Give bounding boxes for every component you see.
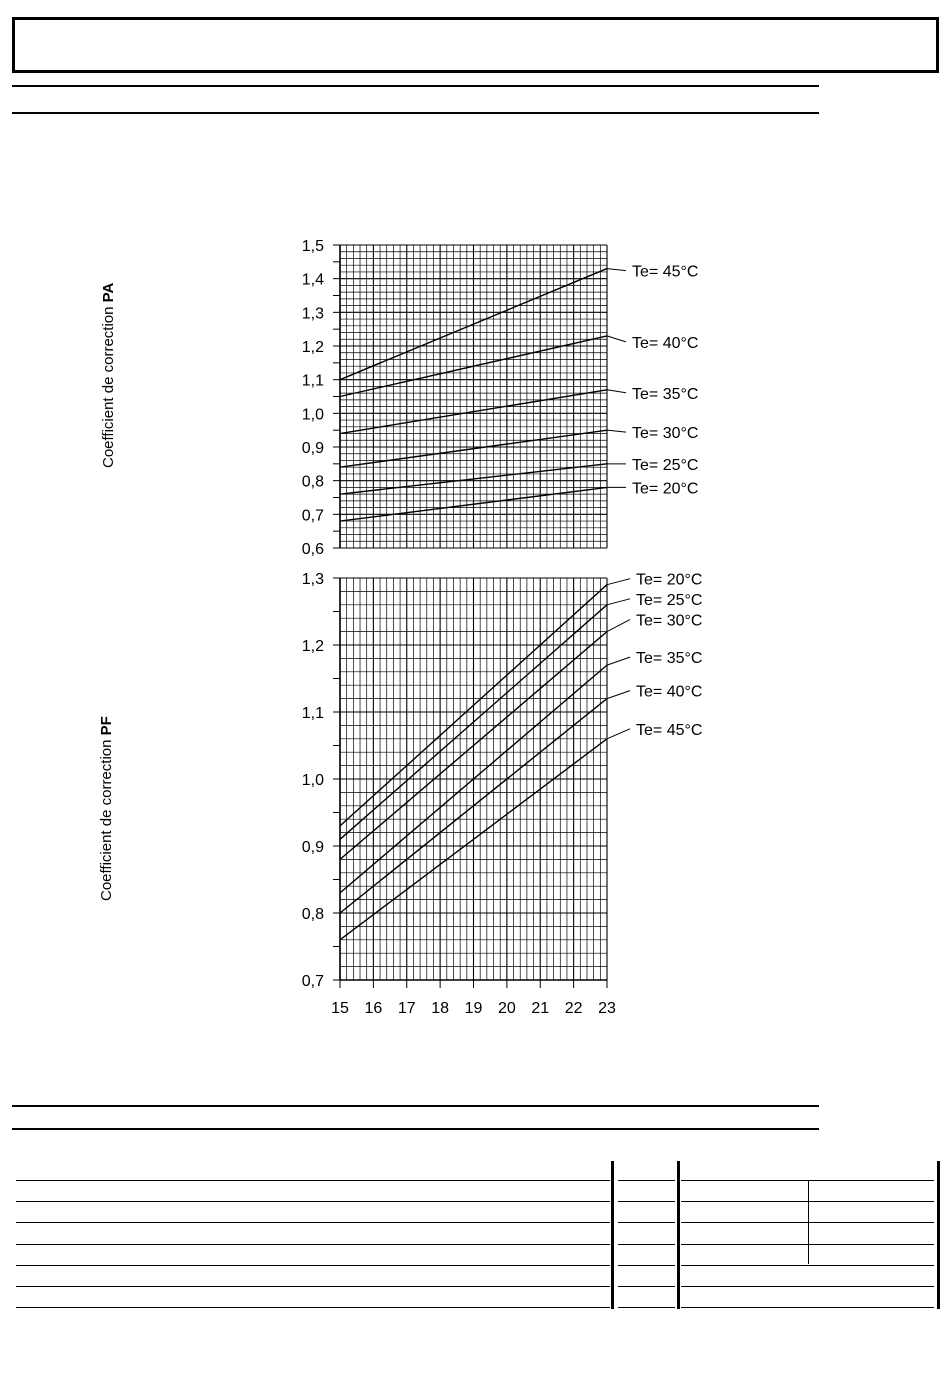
y-tick-label-pf: 1,0 <box>302 772 324 789</box>
y-tick-label-pa: 0,8 <box>302 474 324 491</box>
y-tick-label-pa: 1,3 <box>302 305 324 322</box>
footer-right-line <box>681 1244 934 1245</box>
series-line-pa <box>339 267 608 381</box>
y-tick-label-pa: 0,7 <box>302 507 324 524</box>
series-line-pa <box>339 335 608 398</box>
series-label-pf: Te= 35°C <box>636 650 702 667</box>
footer-mid-line <box>618 1222 675 1223</box>
y-tick-label-pa: 1,1 <box>302 373 324 390</box>
footer-divider-2 <box>677 1161 680 1309</box>
footer-mid-line <box>618 1244 675 1245</box>
series-leader-pa <box>606 429 627 433</box>
x-tick-label: 20 <box>498 1000 516 1017</box>
bottom-rule-2 <box>12 1128 819 1130</box>
y-tick-label-pa: 1,5 <box>302 238 324 255</box>
x-tick-label: 19 <box>465 1000 483 1017</box>
y-tick-label-pf: 1,1 <box>302 705 324 722</box>
series-line-pa <box>339 429 608 468</box>
series-label-pa: Te= 30°C <box>632 425 698 442</box>
y-tick-label-pa: 1,4 <box>302 272 324 289</box>
footer-row-line <box>16 1201 610 1202</box>
y-tick-label-pf: 0,9 <box>302 839 324 856</box>
series-line-pa <box>339 389 608 435</box>
series-leader-pf <box>606 728 631 740</box>
footer-right-line <box>681 1180 934 1181</box>
series-line-pf <box>339 698 608 914</box>
series-leader-pf <box>606 598 631 606</box>
footer-mid-line <box>618 1286 675 1287</box>
top-rule-2 <box>12 112 819 114</box>
y-tick-label-pf: 0,7 <box>302 973 324 990</box>
series-line-pf <box>339 631 608 860</box>
series-label-pa: Te= 20°C <box>632 480 698 497</box>
series-label-pa: Te= 35°C <box>632 386 698 403</box>
bottom-rule-1 <box>12 1105 819 1107</box>
series-label-pf: Te= 20°C <box>636 572 702 589</box>
footer-mid-line <box>618 1201 675 1202</box>
x-tick-label: 17 <box>398 1000 416 1017</box>
top-rule-1 <box>12 85 819 87</box>
series-leader-pf <box>606 656 631 666</box>
footer-right-line <box>681 1222 934 1223</box>
footer-right-line <box>681 1201 934 1202</box>
series-leader-pf <box>606 690 631 700</box>
series-line-pa <box>339 463 608 495</box>
series-leader-pf <box>606 619 631 633</box>
footer-right-line <box>681 1265 934 1266</box>
series-line-pf <box>339 664 608 894</box>
x-tick-label: 16 <box>364 1000 382 1017</box>
footer-row-line <box>16 1307 610 1308</box>
series-label-pa: Te= 25°C <box>632 457 698 474</box>
footer-right-line <box>681 1286 934 1287</box>
series-label-pf: Te= 40°C <box>636 684 702 701</box>
series-label-pf: Te= 25°C <box>636 592 702 609</box>
y-tick-label-pf: 0,8 <box>302 906 324 923</box>
footer-mid-line <box>618 1307 675 1308</box>
footer-mid-line <box>618 1180 675 1181</box>
series-leader-pa <box>606 268 627 272</box>
footer-row-line <box>16 1265 610 1266</box>
series-leader-pf <box>606 578 631 586</box>
series-label-pf: Te= 30°C <box>636 613 702 630</box>
series-leader-pa <box>606 335 627 343</box>
x-tick-label: 15 <box>331 1000 349 1017</box>
x-tick-label: 21 <box>531 1000 549 1017</box>
footer-mid-line <box>618 1265 675 1266</box>
series-line-pf <box>339 604 608 840</box>
footer-row-line <box>16 1180 610 1181</box>
x-tick-label: 18 <box>431 1000 449 1017</box>
y-tick-label-pf: 1,2 <box>302 638 324 655</box>
series-line-pf <box>339 738 608 941</box>
y-tick-label-pa: 1,2 <box>302 339 324 356</box>
y-tick-label-pa: 0,9 <box>302 440 324 457</box>
footer-right-line <box>681 1307 934 1308</box>
footer-row-line <box>16 1222 610 1223</box>
series-line-pa <box>339 486 608 522</box>
y-tick-label-pa: 1,0 <box>302 406 324 423</box>
y-tick-label-pa: 0,6 <box>302 541 324 558</box>
y-tick-label-pf: 1,3 <box>302 571 324 588</box>
footer-row-line <box>16 1244 610 1245</box>
x-tick-label: 23 <box>598 1000 616 1017</box>
footer-divider-3 <box>937 1161 940 1309</box>
series-leader-pa <box>606 389 627 394</box>
footer-row-line <box>16 1286 610 1287</box>
series-line-pf <box>339 584 608 827</box>
x-tick-label: 22 <box>565 1000 583 1017</box>
series-label-pa: Te= 45°C <box>632 264 698 281</box>
header-box <box>12 17 939 73</box>
series-label-pf: Te= 45°C <box>636 722 702 739</box>
series-label-pa: Te= 40°C <box>632 335 698 352</box>
footer-divider-1 <box>611 1161 614 1309</box>
